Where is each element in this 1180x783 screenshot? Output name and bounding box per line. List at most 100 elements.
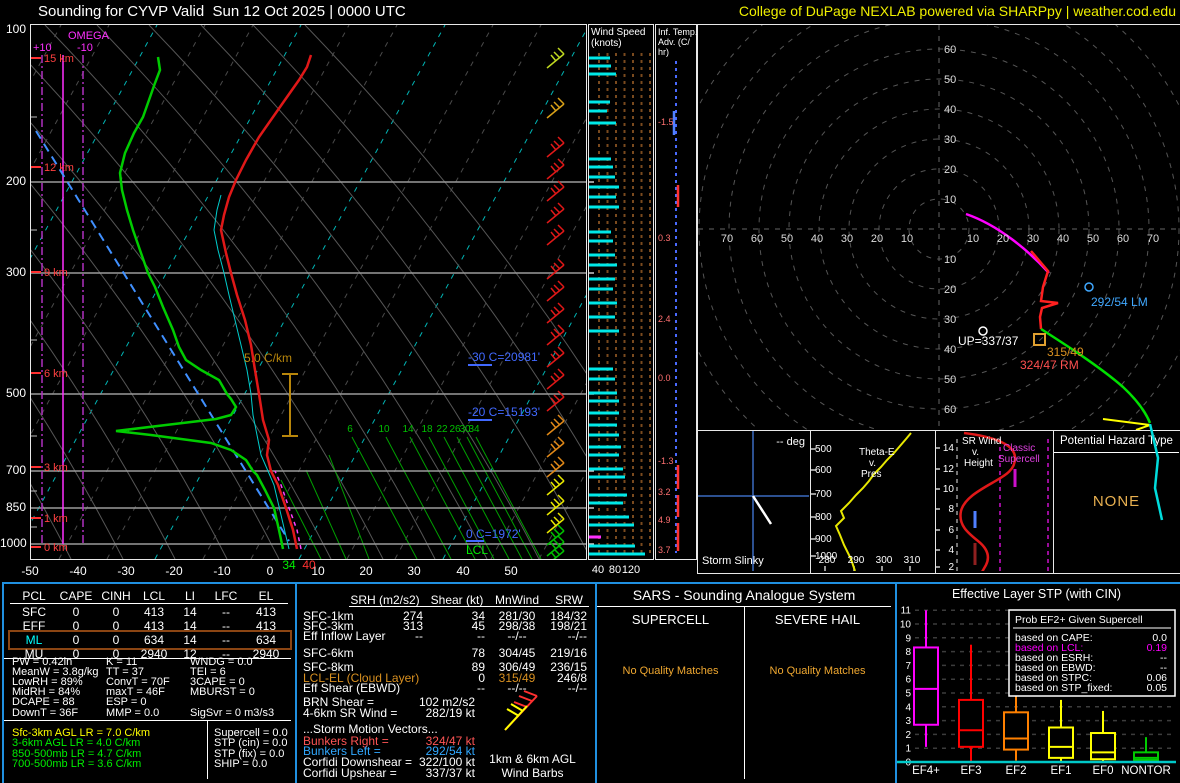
- composite-stat: STP (fix) = 0.0: [214, 748, 285, 760]
- svg-text:based on LCL:: based on LCL:: [1015, 642, 1083, 654]
- theta-e-xtick: 300: [875, 555, 893, 566]
- parcel-row-value[interactable]: 413: [143, 605, 165, 619]
- svg-text:22: 22: [436, 424, 448, 435]
- kinematics-panel: SRH (m2/s2) Shear (kt) MnWind SRW SFC-1km 274…: [295, 582, 597, 783]
- temp-axis-tick-label: -20: [165, 564, 183, 578]
- parcel-row-value[interactable]: 0: [72, 647, 80, 661]
- sr-wind-title3: Height: [964, 458, 993, 469]
- parcel-row-value[interactable]: 634: [143, 633, 165, 647]
- kinematics-srw-value: 184/32: [550, 609, 587, 623]
- storm-motion-value: 337/37 kt: [425, 766, 475, 780]
- parcel-table-header: LI: [184, 589, 195, 603]
- temp-axis-tick-label: 0: [266, 564, 274, 578]
- parcel-row-value[interactable]: 14: [183, 619, 197, 633]
- parcel-row-value[interactable]: 0: [72, 605, 80, 619]
- hodo-ring-label: 60: [1116, 233, 1130, 245]
- temp-axis-tick-label: 40: [456, 564, 470, 578]
- hodo-ring-label: 50: [944, 374, 957, 386]
- thermo-stat: MeanW = 3.8g/kg: [12, 666, 99, 678]
- parcel-table-header: CAPE: [59, 589, 93, 603]
- parcel-row-value[interactable]: 14: [183, 605, 197, 619]
- parcel-row-value[interactable]: 2940: [140, 647, 168, 661]
- slinky-deg-value: -- deg: [776, 436, 805, 448]
- svg-text:0.19: 0.19: [1147, 642, 1168, 654]
- thermo-stat: TT = 37: [106, 666, 145, 678]
- svg-text:2: 2: [905, 730, 911, 741]
- parcel-row-value[interactable]: --: [222, 633, 230, 647]
- kinematics-srh-value: --: [415, 629, 423, 643]
- svg-text:9 km: 9 km: [44, 267, 68, 279]
- parcel-row-value[interactable]: 0: [112, 619, 120, 633]
- svg-text:8: 8: [905, 647, 911, 658]
- kinematics-shear-value: --: [477, 629, 485, 643]
- omega-minus-label: -10: [77, 42, 93, 54]
- temp-axis-tick-label: -40: [69, 564, 87, 578]
- advection-value: 2.4: [658, 314, 671, 324]
- parcel-row-value[interactable]: --: [222, 647, 230, 661]
- parcel-row-label[interactable]: ML: [25, 633, 43, 647]
- thermo-stat: DownT = 36F: [12, 707, 79, 719]
- kinematics-shear-value: 45: [471, 619, 485, 633]
- parcel-row-value[interactable]: 0: [112, 633, 120, 647]
- svg-text:9: 9: [905, 633, 911, 644]
- svg-text:EF4+: EF4+: [912, 765, 940, 777]
- parcel-row-value[interactable]: 0: [112, 605, 120, 619]
- svg-text:1 km: 1 km: [44, 513, 68, 525]
- hodo-ring-label: 30: [840, 233, 854, 245]
- parcel-row-value[interactable]: 12: [183, 647, 197, 661]
- pressure-tick-label: 850: [5, 500, 26, 514]
- parcel-row-value[interactable]: --: [222, 619, 230, 633]
- thermo-stat: LowRH = 89%: [12, 676, 83, 688]
- slinky-title: Storm Slinky: [702, 555, 764, 567]
- parcel-row-label[interactable]: MU: [24, 647, 44, 661]
- svg-text:0 km: 0 km: [44, 542, 68, 554]
- parcel-row-label[interactable]: EFF: [22, 619, 46, 633]
- hodo-ring-label: 60: [944, 44, 957, 56]
- section-divider: [207, 720, 208, 779]
- lapse-rate-stat: 850-500mb LR = 4.7 C/km: [12, 748, 142, 760]
- svg-text:based on EBWD:: based on EBWD:: [1015, 662, 1096, 674]
- parcel-row-value[interactable]: 413: [255, 605, 277, 619]
- parcel-row-value[interactable]: 2940: [252, 647, 280, 661]
- parcel-row-value[interactable]: 413: [255, 619, 277, 633]
- parcel-row-label[interactable]: SFC: [22, 605, 46, 619]
- parcel-row-value[interactable]: 0: [72, 619, 80, 633]
- thermo-stat: TEI = 6: [190, 666, 226, 678]
- sars-panel: SARS - Sounding Analogue System SUPERCEL…: [595, 582, 897, 783]
- svg-text:Prob EF2+ Given Supercell: Prob EF2+ Given Supercell: [1015, 614, 1143, 626]
- selected-parcel-box: [8, 630, 292, 650]
- svg-text:34: 34: [468, 424, 480, 435]
- hodograph-panel: 292/54 LM UP=337/37 315/49 324/47 RM 70 6…: [697, 24, 1180, 432]
- storm-motion-label: Corfidi Downshear =: [303, 755, 413, 769]
- sr-wind-46-value: 282/19 kt: [425, 706, 475, 720]
- parcel-row-value[interactable]: 0: [112, 647, 120, 661]
- storm-motion-label: Corfidi Upshear =: [303, 766, 397, 780]
- storm-motion-title: ...Storm Motion Vectors...: [303, 722, 438, 736]
- temp-advection-panel: Inf. Temp. Adv. (C/ hr) -1.5 0.3 2.4 0.0 -1.…: [655, 24, 697, 560]
- theta-e-ytick: 500: [815, 444, 832, 455]
- surface-temp-value: 40: [302, 558, 316, 572]
- theta-e-title3: Pres: [861, 469, 882, 480]
- agl-wind-barbs-icon: [504, 690, 538, 731]
- stp-boxplot: 11109876543210EF4+EF3EF2EF1EF0NONTORProb…: [897, 606, 1176, 777]
- skewt-panel: 6 10 14 18 22 26 30 34 15 km 12 km 9 km 6 km 3 km 1 k…: [30, 24, 587, 560]
- sr-wind-title: SR Wind: [962, 436, 1002, 447]
- hodo-ring-label: 70: [720, 233, 734, 245]
- svg-text:1: 1: [905, 744, 911, 755]
- parcel-row-value[interactable]: 413: [143, 619, 165, 633]
- kinematics-mnwind-value: 315/49: [498, 671, 536, 685]
- parcel-row-value[interactable]: 634: [255, 633, 277, 647]
- svg-text:18: 18: [421, 424, 433, 435]
- storm-slinky-plot: [698, 431, 809, 571]
- stp-title: Effective Layer STP (with CIN): [951, 587, 1122, 601]
- parcel-row-value[interactable]: --: [222, 605, 230, 619]
- svg-text:30: 30: [459, 424, 471, 435]
- kinematics-mnwind-value: 281/30: [498, 609, 536, 623]
- kinematics-shear-value: 89: [471, 660, 485, 674]
- svg-text:7: 7: [905, 661, 911, 672]
- parcel-row-value[interactable]: 14: [183, 633, 197, 647]
- theta-e-title2: v.: [869, 458, 877, 469]
- kinematics-header: MnWind: [494, 593, 539, 607]
- parcel-row-value[interactable]: 0: [72, 633, 80, 647]
